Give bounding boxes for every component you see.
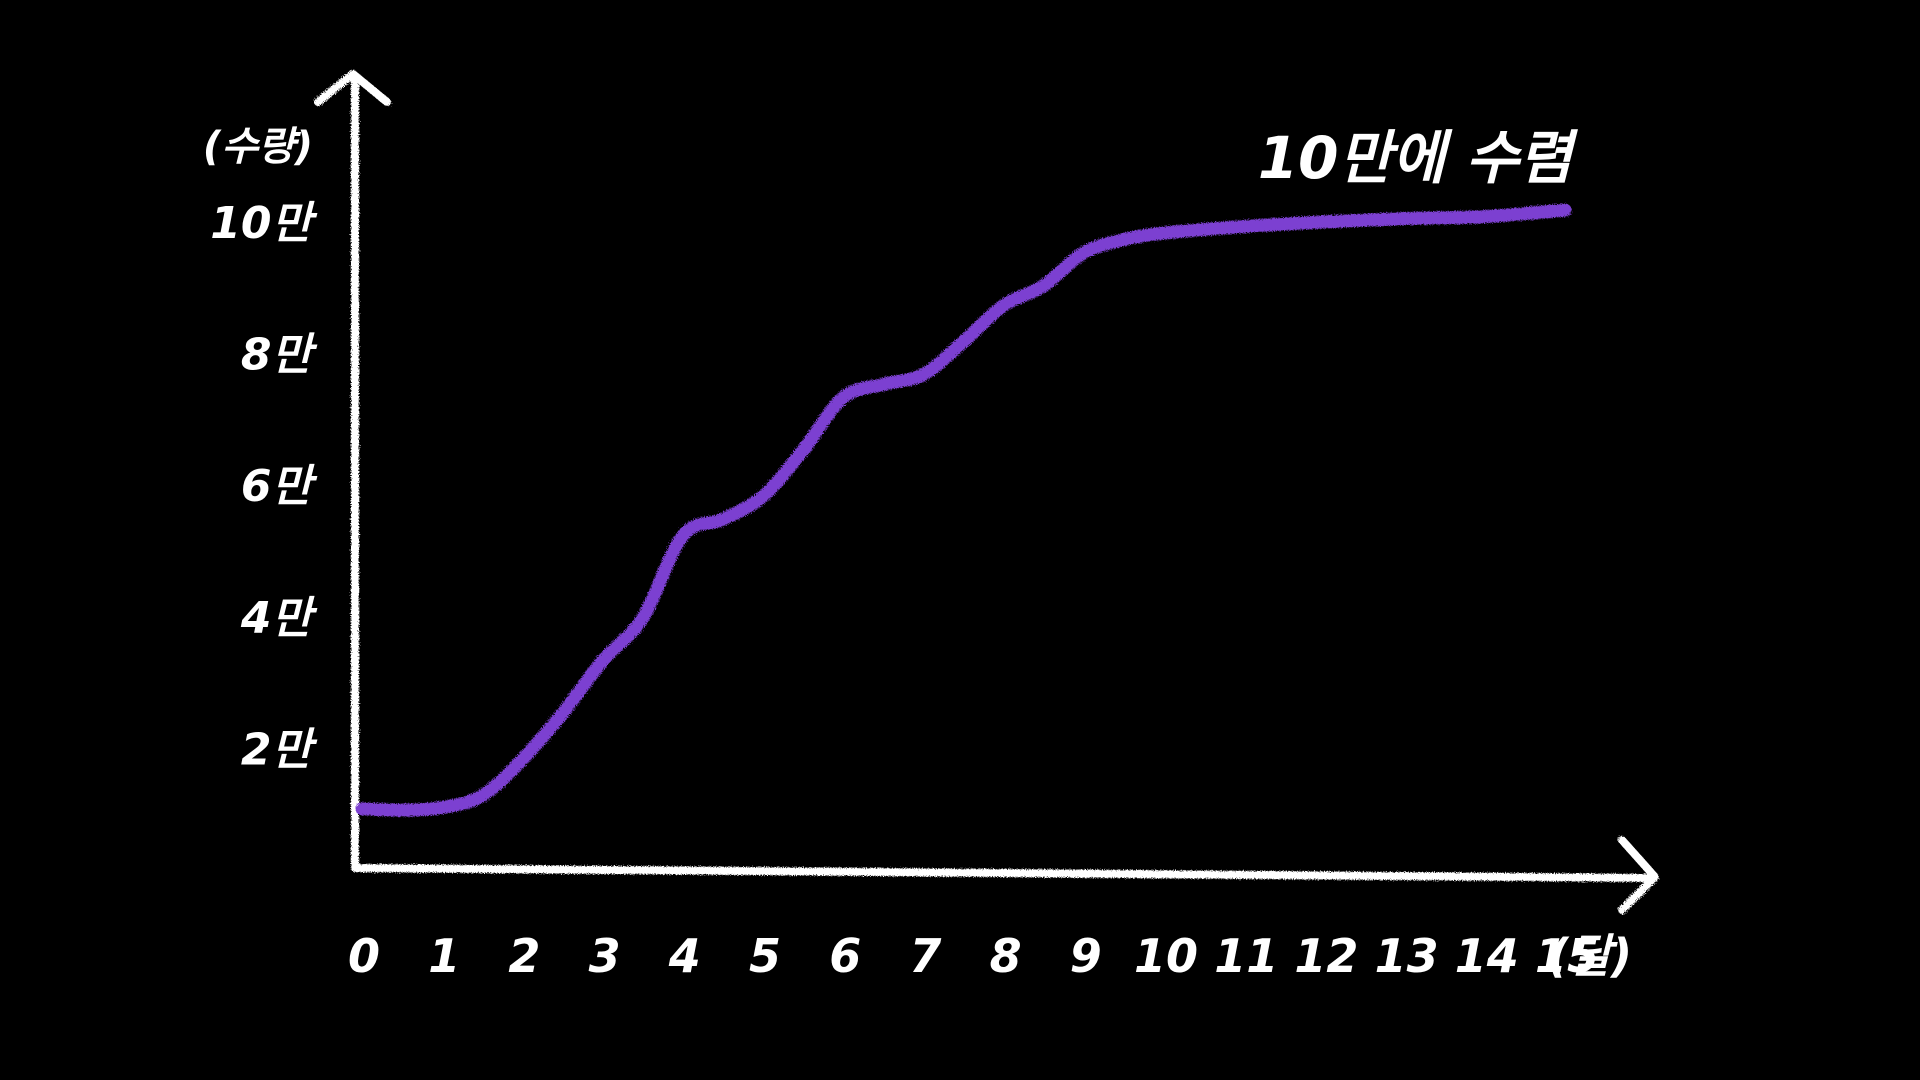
x-tick-labels: 0 1 2 3 4 5 6 7 8 9 10 11 12 13 14 15	[348, 929, 1599, 983]
x-tick-label: 5	[749, 929, 781, 983]
x-axis	[351, 864, 1654, 882]
x-tick-label: 13	[1375, 929, 1439, 983]
y-tick-label: 6만	[241, 461, 318, 512]
y-tick-labels: 2만 4만 6만 8만 10만	[210, 198, 317, 775]
x-tick-label: 9	[1070, 929, 1102, 983]
series-line	[355, 203, 1572, 817]
y-tick-label: 8만	[241, 330, 318, 381]
x-axis-arrowhead	[1618, 836, 1659, 914]
x-tick-label: 2	[508, 929, 540, 983]
annotation-label: 10만에 수렴	[1258, 124, 1579, 192]
x-tick-label: 3	[589, 929, 621, 983]
y-axis-arrowhead	[314, 70, 391, 106]
x-tick-label: 1	[428, 929, 460, 983]
x-tick-label: 4	[668, 929, 701, 983]
y-axis-label: (수량)	[203, 124, 313, 170]
x-tick-label: 8	[990, 929, 1022, 983]
x-tick-label: 12	[1294, 929, 1358, 983]
y-tick-label: 2만	[241, 724, 318, 775]
y-tick-label: 10만	[210, 198, 317, 249]
x-tick-label: 7	[909, 929, 941, 983]
x-tick-label: 14	[1455, 929, 1519, 983]
x-tick-label: 0	[348, 929, 380, 983]
x-tick-label: 15	[1535, 929, 1599, 983]
x-axis-unit-label: (달)	[1548, 929, 1632, 983]
y-tick-label: 4만	[240, 593, 318, 644]
x-tick-label: 11	[1214, 929, 1278, 983]
x-tick-label: 6	[829, 929, 861, 983]
x-tick-label: 10	[1134, 929, 1198, 983]
axes	[314, 70, 1659, 914]
